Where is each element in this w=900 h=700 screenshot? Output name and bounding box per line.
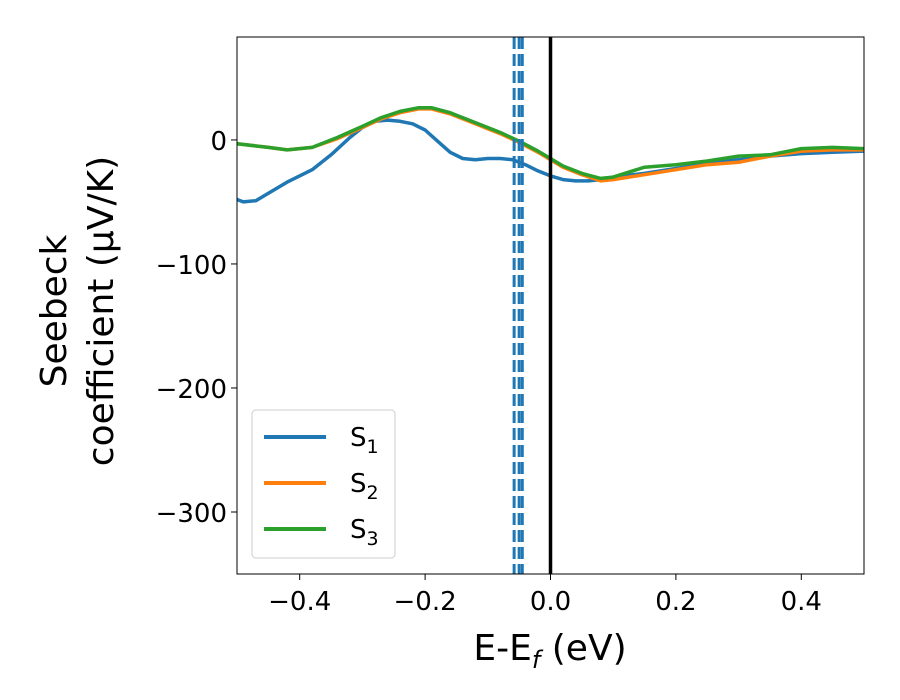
legend-label-s3: S3 <box>350 515 379 550</box>
legend-label-s2: S2 <box>350 469 379 504</box>
y-axis-title-line2: coefficient (μV/K) <box>81 156 122 466</box>
y-tick-label: −300 <box>156 499 227 529</box>
x-tick-label: 0.0 <box>530 587 571 617</box>
y-tick-label: −200 <box>156 375 227 405</box>
x-tick-label: 0.4 <box>781 587 822 617</box>
series-line-s3 <box>237 105 864 181</box>
x-tick-label: −0.2 <box>394 587 457 617</box>
y-axis-title-line1: Seebeck <box>34 234 75 387</box>
x-axis-title: E-Ef (eV) <box>473 628 626 674</box>
plot-area <box>237 37 864 574</box>
y-tick-label: −100 <box>156 251 227 281</box>
x-tick-label: 0.2 <box>655 587 696 617</box>
x-tick-label: −0.4 <box>268 587 331 617</box>
legend-label-s1: S1 <box>350 423 379 458</box>
axes: −0.4 −0.2 0.0 0.2 0.4 0 −100 −200 −300 <box>156 36 865 617</box>
y-tick-label: 0 <box>210 127 227 157</box>
legend: S1 S2 S3 <box>251 409 396 559</box>
